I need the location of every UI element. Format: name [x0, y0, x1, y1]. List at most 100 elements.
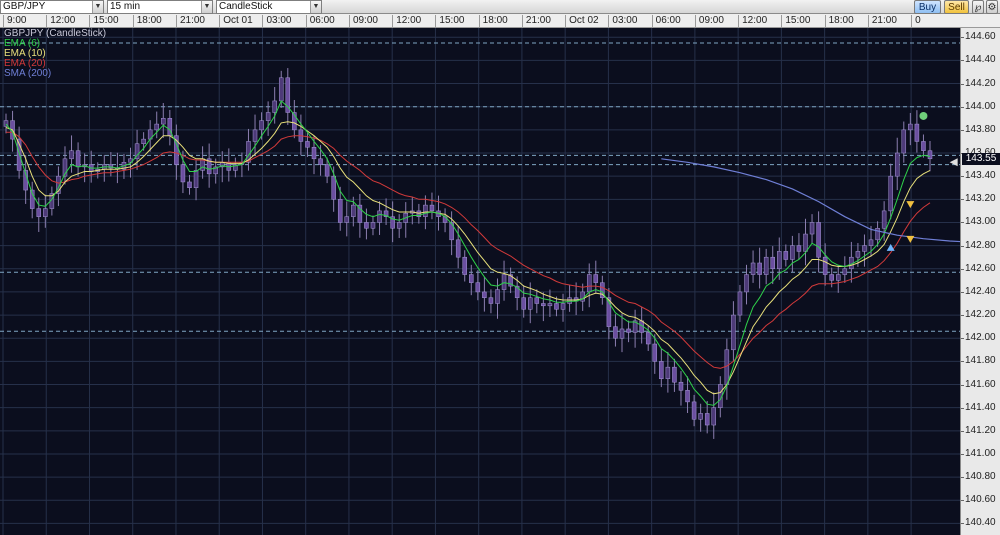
price-tick-label: 141.60 [961, 378, 996, 390]
candle-body [862, 245, 867, 252]
candle-body [678, 381, 684, 391]
candle-body [704, 413, 710, 426]
candle-body [803, 233, 808, 252]
candle-body [521, 297, 526, 310]
candle-body [259, 120, 264, 131]
candle-body [62, 158, 68, 177]
time-tick-label: Oct 02 [565, 15, 599, 27]
time-tick-label: 12:00 [46, 15, 75, 27]
ema-10-line [5, 121, 931, 395]
legend-item: SMA (200) [4, 68, 52, 79]
candle-body [488, 297, 494, 304]
price-pointer-marker [949, 158, 958, 167]
candle-body [645, 332, 651, 345]
candle-body [351, 204, 356, 217]
candle-body [672, 366, 677, 383]
candle-body [43, 208, 48, 217]
candle-body [416, 210, 422, 217]
candle-body [134, 143, 140, 160]
candle-body [901, 129, 907, 154]
plot-background [0, 28, 960, 535]
candle-body [383, 210, 389, 217]
ema-6-line [5, 100, 931, 406]
candle-body [318, 158, 323, 165]
candle-body [16, 138, 22, 171]
candle-body [731, 314, 736, 351]
candle-body [698, 413, 703, 420]
candle-body [586, 274, 592, 293]
candle-body [364, 222, 369, 229]
candle-body [816, 222, 821, 258]
candle-body [423, 204, 428, 217]
time-tick-label: 06:00 [651, 15, 681, 27]
time-tick-label: 9:00 [3, 15, 26, 27]
sell-signal-marker [906, 201, 915, 209]
candle-body [233, 164, 238, 171]
candle-body [744, 274, 749, 293]
candle-body [541, 303, 546, 307]
candle-body [180, 164, 186, 183]
candle-body [796, 245, 802, 252]
buy-button[interactable]: Buy [914, 0, 941, 14]
candle-body [783, 251, 789, 260]
price-tick-label: 141.00 [961, 447, 996, 459]
price-tick-label: 143.40 [961, 170, 996, 182]
candle-body [174, 135, 179, 165]
candle-body [206, 158, 212, 175]
price-tick-label: 143.80 [961, 123, 996, 135]
candle-body [482, 291, 487, 298]
candle-body [770, 256, 775, 270]
candle-body [836, 274, 841, 281]
candle-body [3, 120, 9, 127]
candle-body [914, 123, 920, 142]
time-tick-label: 18:00 [824, 15, 854, 27]
legend-item: EMA (6) [4, 38, 41, 49]
sell-button[interactable]: Sell [944, 0, 969, 14]
price-chart[interactable] [0, 28, 960, 535]
candle-body [193, 170, 199, 188]
time-tick-label: 18:00 [478, 15, 508, 27]
chevron-down-icon[interactable]: ▼ [201, 1, 212, 13]
candle-body [600, 282, 605, 298]
candle-body [888, 175, 893, 212]
candle-body [790, 245, 795, 260]
candle-body [691, 401, 697, 420]
symbol-select[interactable]: GBP/JPY ▼ [0, 0, 104, 14]
time-tick-label: 12:00 [392, 15, 421, 27]
candle-body [528, 297, 533, 310]
time-tick-label: Oct 01 [219, 15, 253, 27]
candle-body [292, 112, 297, 131]
candle-body [278, 77, 284, 102]
candle-body [265, 112, 271, 121]
candle-body [154, 123, 159, 131]
candle-body [711, 407, 716, 426]
time-tick-label: 03:00 [262, 15, 291, 27]
settings-icon[interactable]: ⚙ [986, 0, 998, 14]
time-tick-label: 15:00 [435, 15, 464, 27]
candle-body [141, 138, 146, 145]
chart-style-select[interactable]: CandleStick ▼ [216, 0, 322, 14]
candle-body [567, 297, 572, 304]
price-tick-label: 144.20 [961, 77, 996, 89]
time-tick-label: 0 [911, 15, 921, 27]
chevron-down-icon[interactable]: ▼ [310, 1, 321, 13]
sell-signal-marker [906, 235, 915, 243]
candle-body [908, 123, 913, 131]
candle-body [613, 326, 618, 339]
candle-body [324, 164, 330, 177]
pin-icon[interactable]: ℘ [972, 0, 984, 14]
interval-select[interactable]: 15 min ▼ [107, 0, 213, 14]
candle-body [822, 256, 828, 275]
sma-200-line [661, 158, 960, 243]
symbol-value: GBP/JPY [3, 1, 46, 12]
price-axis[interactable]: 144.60144.40144.20144.00143.80143.60143.… [960, 28, 1000, 535]
candle-body [921, 141, 926, 151]
candle-body [377, 210, 382, 223]
candle-body [927, 150, 933, 160]
price-tick-label: 144.60 [961, 31, 996, 43]
candle-body [659, 361, 664, 379]
candle-body [632, 320, 638, 333]
candle-body [809, 222, 815, 235]
chevron-down-icon[interactable]: ▼ [92, 1, 103, 13]
candle-body [36, 208, 42, 217]
